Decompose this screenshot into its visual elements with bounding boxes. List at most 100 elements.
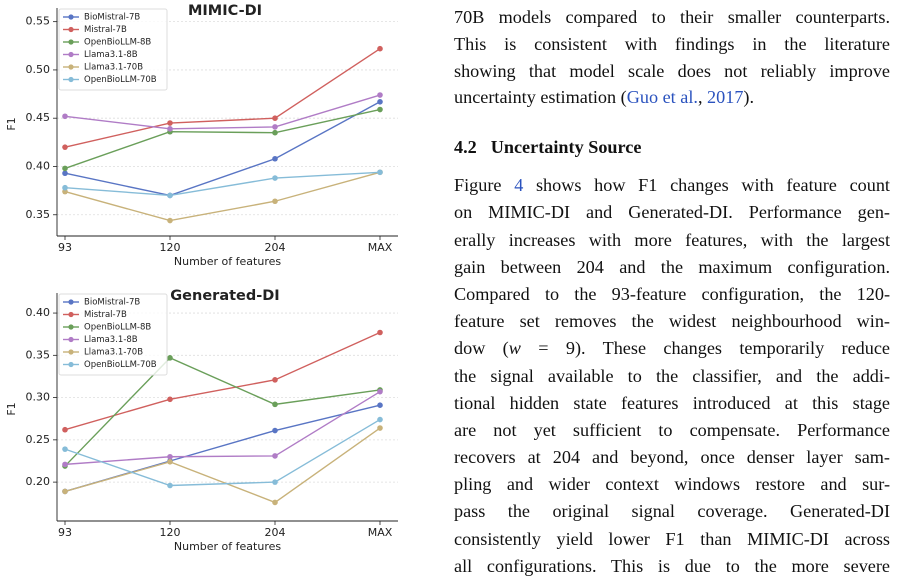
legend-marker (68, 26, 74, 33)
chart-title: MIMIC-DI (188, 3, 262, 19)
data-point (272, 377, 278, 383)
text: , (697, 87, 708, 108)
text-line: This is consistent with findings in the … (454, 33, 890, 54)
data-point (167, 120, 173, 126)
data-point (272, 401, 278, 408)
text: Figure (454, 175, 515, 196)
legend-marker (68, 299, 74, 305)
legend-label: Mistral-7B (84, 25, 127, 35)
citation-link[interactable]: 2017 (707, 87, 744, 108)
data-point (272, 479, 278, 485)
legend-marker (68, 336, 74, 343)
section-title: Uncertainty Source (490, 137, 642, 158)
series-line (64, 101, 381, 197)
series-line (64, 171, 381, 197)
legend-marker (68, 311, 74, 318)
data-point (167, 217, 173, 224)
data-point (272, 175, 278, 181)
text: dow ( (454, 338, 509, 359)
series-line (64, 357, 381, 467)
text-line: tional hidden state features introduced … (454, 392, 890, 413)
text-line: erally increases with more features, wit… (454, 229, 890, 250)
data-point (377, 388, 383, 395)
data-point (272, 499, 278, 506)
data-point (62, 144, 68, 150)
data-point (62, 165, 68, 172)
series-line (64, 94, 381, 130)
data-point (62, 461, 68, 468)
legend-label: OpenBioLLM-70B (84, 360, 157, 370)
data-point (272, 427, 278, 434)
text-line: on MIMIC-DI and Generated-DI. Performanc… (454, 202, 890, 223)
section-heading: 4.2 Uncertainty Source (454, 132, 890, 162)
text-line: Figure 4 shows how F1 changes with featu… (454, 172, 890, 199)
text-line: 70B models compared to their smaller cou… (454, 7, 890, 27)
data-point (272, 115, 278, 122)
series-line (64, 391, 381, 466)
legend-marker (68, 51, 74, 58)
x-tick-label: MAX (368, 526, 393, 539)
text-line: all configurations. This is due to the m… (454, 555, 890, 576)
data-point (62, 184, 68, 191)
text-line: pass the original signal coverage. Gener… (454, 501, 890, 522)
text-column: 70B models compared to their smaller cou… (454, 4, 890, 580)
text-line: are not yet sufficient to compensate. Pe… (454, 419, 890, 440)
y-axis-label: F1 (5, 117, 18, 130)
data-point (167, 482, 173, 489)
data-point (62, 170, 68, 177)
text: ). (743, 87, 755, 108)
data-point (167, 459, 173, 465)
y-tick-label: 0.20 (26, 475, 51, 488)
y-tick-label: 0.30 (26, 391, 51, 404)
legend-marker (68, 324, 74, 330)
figure-link[interactable]: 4 (514, 175, 524, 196)
data-point (62, 488, 68, 495)
legend-marker (68, 39, 74, 45)
legend-label: Llama3.1-8B (84, 50, 138, 60)
data-point (377, 45, 383, 52)
data-point (62, 446, 68, 452)
data-point (167, 192, 173, 199)
y-tick-label: 0.35 (26, 348, 51, 361)
section-number: 4.2 (454, 137, 477, 158)
legend-label: Mistral-7B (84, 310, 127, 320)
text-line: recovers at 204 and beyond, once denser … (454, 447, 890, 468)
data-point (62, 426, 68, 433)
series-line (64, 331, 381, 431)
x-tick-label: 120 (160, 241, 181, 254)
legend-marker (68, 64, 74, 70)
chart-generated: 0.20 0.25 0.30 0.35 0.40 93 120 204 MAX Number of… (5, 288, 398, 553)
y-tick-label: 0.50 (26, 63, 51, 76)
data-point (377, 402, 383, 408)
text-line: pling and wider context windows restore … (454, 474, 890, 495)
x-axis-label: Number of features (174, 540, 281, 553)
legend-marker (68, 349, 74, 355)
series-line (64, 108, 381, 170)
legend-label: Llama3.1-70B (84, 348, 143, 358)
chart-title: Generated-DI (170, 288, 279, 304)
data-point (377, 106, 383, 113)
data-point (377, 169, 383, 176)
text-line: Compared to the 93-feature configuration… (454, 283, 890, 304)
legend-marker (68, 361, 74, 368)
text-line: dow (w = 9). These changes temporarily r… (454, 335, 890, 362)
text: shows how F1 changes with feature count (523, 175, 890, 196)
series-line (64, 171, 381, 222)
text: = 9). These changes temporarily reduce (520, 338, 890, 359)
text-line: consistently yield lower F1 than MIMIC-D… (454, 528, 890, 549)
legend-label: OpenBioLLM-8B (84, 323, 151, 333)
citation-link[interactable]: Guo et al. (626, 87, 698, 108)
data-point (377, 416, 383, 423)
x-tick-label: 204 (265, 526, 286, 539)
x-tick-label: 120 (160, 526, 181, 539)
text-line: the signal available to the classifier, … (454, 365, 890, 386)
y-tick-label: 0.25 (26, 433, 51, 446)
y-tick-label: 0.40 (26, 159, 51, 172)
legend-label: OpenBioLLM-70B (84, 75, 157, 85)
series-line (64, 418, 381, 487)
data-point (62, 188, 68, 195)
legend-label: Llama3.1-8B (84, 335, 138, 345)
y-tick-label: 0.55 (26, 15, 51, 28)
y-tick-label: 0.35 (26, 208, 51, 221)
series-line (64, 427, 381, 504)
